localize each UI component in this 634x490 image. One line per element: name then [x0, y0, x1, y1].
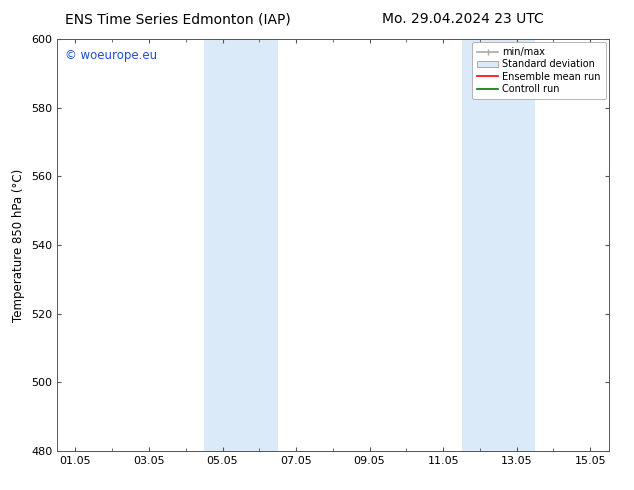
Text: Mo. 29.04.2024 23 UTC: Mo. 29.04.2024 23 UTC: [382, 12, 544, 26]
Text: ENS Time Series Edmonton (IAP): ENS Time Series Edmonton (IAP): [65, 12, 290, 26]
Text: © woeurope.eu: © woeurope.eu: [65, 49, 157, 63]
Legend: min/max, Standard deviation, Ensemble mean run, Controll run: min/max, Standard deviation, Ensemble me…: [472, 42, 605, 99]
Bar: [462, 39, 535, 451]
Bar: [204, 39, 278, 451]
Y-axis label: Temperature 850 hPa (°C): Temperature 850 hPa (°C): [13, 169, 25, 321]
